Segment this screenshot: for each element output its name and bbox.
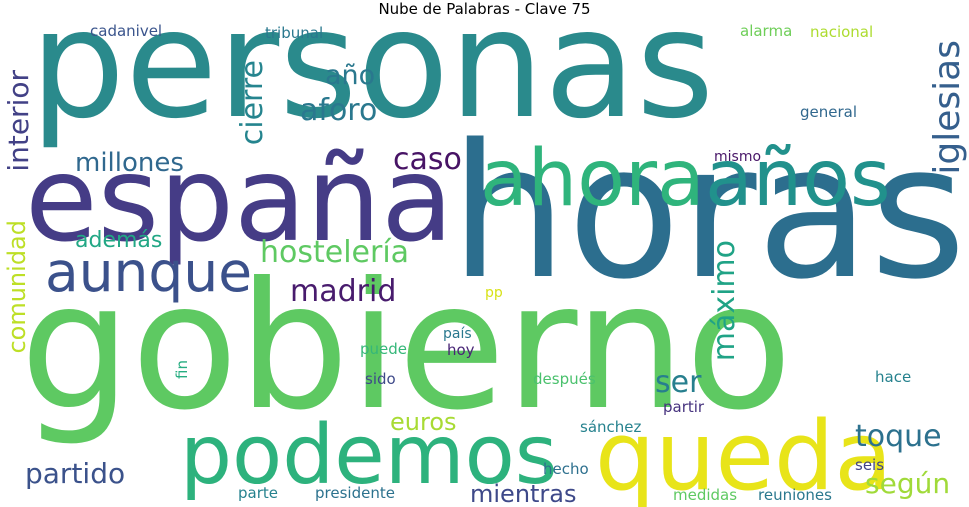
word: ahora	[480, 134, 705, 224]
word: país	[443, 326, 472, 342]
word-cloud: personas horas gobierno españa ahora año…	[0, 20, 969, 507]
word: toque	[855, 419, 942, 454]
word: cierre	[235, 60, 270, 146]
word: millones	[75, 148, 184, 178]
word: tribunal	[265, 24, 324, 42]
word: año	[325, 60, 376, 91]
word: nacional	[810, 23, 874, 41]
word: pp	[485, 285, 503, 301]
word: hostelería	[260, 235, 410, 270]
figure-title: Nube de Palabras - Clave 75	[378, 0, 591, 18]
word: hoy	[447, 341, 475, 359]
word: caso	[393, 142, 462, 177]
word: parte	[238, 484, 278, 502]
word: aforo	[300, 93, 378, 128]
word: presidente	[315, 484, 395, 502]
word: hecho	[543, 460, 589, 478]
word: queda	[595, 402, 893, 507]
word: general	[800, 103, 858, 121]
word: además	[75, 228, 163, 253]
word: hace	[875, 368, 912, 386]
word: fin	[173, 360, 191, 379]
word: partir	[663, 398, 705, 416]
word: reuniones	[758, 486, 832, 504]
word: años	[705, 134, 891, 224]
word: seis	[855, 456, 885, 474]
word: horas	[450, 104, 967, 320]
word: según	[865, 467, 951, 500]
word: alarma	[740, 22, 793, 40]
word: gobierno	[20, 246, 793, 449]
word: medidas	[673, 486, 738, 504]
word: interior	[2, 70, 35, 172]
word: aunque	[45, 240, 253, 304]
word: madrid	[290, 274, 397, 309]
word: cadanivel	[90, 22, 163, 40]
word: mismo	[714, 149, 762, 165]
word: comunidad	[3, 220, 31, 354]
word: máximo	[707, 240, 742, 362]
word: españa	[25, 130, 454, 268]
word: podemos	[180, 408, 558, 503]
word: euros	[390, 408, 457, 436]
word: después	[533, 370, 596, 388]
word: partido	[25, 457, 126, 490]
word: mientras	[470, 480, 577, 507]
word: ser	[655, 365, 702, 400]
word: sánchez	[580, 418, 642, 436]
word: personas	[30, 20, 715, 152]
word: iglesias	[927, 40, 968, 175]
word: puede	[360, 340, 408, 358]
word: sido	[365, 370, 396, 388]
